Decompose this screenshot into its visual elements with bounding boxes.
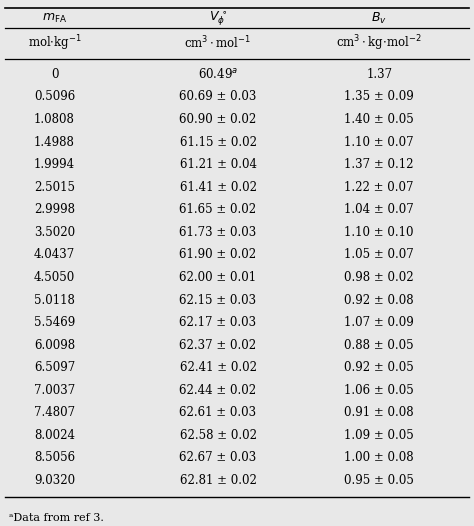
Text: 1.0808: 1.0808 [34,113,75,126]
Text: 0.88 ± 0.05: 0.88 ± 0.05 [345,339,414,352]
Text: 61.21 ± 0.04: 61.21 ± 0.04 [180,158,256,171]
Text: 0.95 ± 0.05: 0.95 ± 0.05 [344,474,414,487]
Text: 62.58 ± 0.02: 62.58 ± 0.02 [180,429,256,442]
Text: ᵃData from ref 3.: ᵃData from ref 3. [9,513,104,523]
Text: 9.0320: 9.0320 [34,474,75,487]
Text: $m_{\rm FA}$: $m_{\rm FA}$ [42,12,67,25]
Text: 1.9994: 1.9994 [34,158,75,171]
Text: 0.91 ± 0.08: 0.91 ± 0.08 [345,407,414,419]
Text: 1.10 ± 0.10: 1.10 ± 0.10 [345,226,414,239]
Text: 61.41 ± 0.02: 61.41 ± 0.02 [180,181,256,194]
Text: 8.5056: 8.5056 [34,451,75,464]
Text: 1.35 ± 0.09: 1.35 ± 0.09 [344,90,414,104]
Text: 60.69 ± 0.03: 60.69 ± 0.03 [179,90,257,104]
Text: 4.5050: 4.5050 [34,271,75,284]
Text: 6.5097: 6.5097 [34,361,75,374]
Text: 62.37 ± 0.02: 62.37 ± 0.02 [180,339,256,352]
Text: 1.05 ± 0.07: 1.05 ± 0.07 [344,248,414,261]
Text: mol$\cdot$kg$^{-1}$: mol$\cdot$kg$^{-1}$ [27,33,82,53]
Text: 1.00 ± 0.08: 1.00 ± 0.08 [345,451,414,464]
Text: 1.09 ± 0.05: 1.09 ± 0.05 [344,429,414,442]
Text: 0.92 ± 0.05: 0.92 ± 0.05 [344,361,414,374]
Text: 62.67 ± 0.03: 62.67 ± 0.03 [180,451,256,464]
Text: 1.04 ± 0.07: 1.04 ± 0.07 [344,203,414,216]
Text: 4.0437: 4.0437 [34,248,75,261]
Text: 62.81 ± 0.02: 62.81 ± 0.02 [180,474,256,487]
Text: 62.00 ± 0.01: 62.00 ± 0.01 [180,271,256,284]
Text: 7.0037: 7.0037 [34,384,75,397]
Text: 62.61 ± 0.03: 62.61 ± 0.03 [180,407,256,419]
Text: 61.65 ± 0.02: 61.65 ± 0.02 [180,203,256,216]
Text: 0.92 ± 0.08: 0.92 ± 0.08 [345,294,414,307]
Text: 60.49$^{a}$: 60.49$^{a}$ [198,67,238,82]
Text: 62.41 ± 0.02: 62.41 ± 0.02 [180,361,256,374]
Text: 5.0118: 5.0118 [34,294,75,307]
Text: 1.06 ± 0.05: 1.06 ± 0.05 [344,384,414,397]
Text: 60.90 ± 0.02: 60.90 ± 0.02 [180,113,256,126]
Text: 62.15 ± 0.03: 62.15 ± 0.03 [180,294,256,307]
Text: 1.40 ± 0.05: 1.40 ± 0.05 [344,113,414,126]
Text: 62.44 ± 0.02: 62.44 ± 0.02 [180,384,256,397]
Text: $B_{v}$: $B_{v}$ [371,11,387,26]
Text: 6.0098: 6.0098 [34,339,75,352]
Text: 3.5020: 3.5020 [34,226,75,239]
Text: 0: 0 [51,68,58,81]
Text: 1.07 ± 0.09: 1.07 ± 0.09 [344,316,414,329]
Text: 61.90 ± 0.02: 61.90 ± 0.02 [180,248,256,261]
Text: 2.5015: 2.5015 [34,181,75,194]
Text: 7.4807: 7.4807 [34,407,75,419]
Text: cm$^{3}\cdot$kg$\cdot$mol$^{-2}$: cm$^{3}\cdot$kg$\cdot$mol$^{-2}$ [337,33,422,53]
Text: 0.98 ± 0.02: 0.98 ± 0.02 [345,271,414,284]
Text: 1.37: 1.37 [366,68,392,81]
Text: 2.9998: 2.9998 [34,203,75,216]
Text: 61.15 ± 0.02: 61.15 ± 0.02 [180,136,256,148]
Text: $V_{\phi}^{\,\circ}$: $V_{\phi}^{\,\circ}$ [209,9,228,28]
Text: 61.73 ± 0.03: 61.73 ± 0.03 [180,226,256,239]
Text: 8.0024: 8.0024 [34,429,75,442]
Text: 1.37 ± 0.12: 1.37 ± 0.12 [345,158,414,171]
Text: 1.4988: 1.4988 [34,136,75,148]
Text: 0.5096: 0.5096 [34,90,75,104]
Text: 1.10 ± 0.07: 1.10 ± 0.07 [345,136,414,148]
Text: 5.5469: 5.5469 [34,316,75,329]
Text: 62.17 ± 0.03: 62.17 ± 0.03 [180,316,256,329]
Text: 1.22 ± 0.07: 1.22 ± 0.07 [345,181,414,194]
Text: cm$^{3}\cdot$mol$^{-1}$: cm$^{3}\cdot$mol$^{-1}$ [184,35,252,52]
